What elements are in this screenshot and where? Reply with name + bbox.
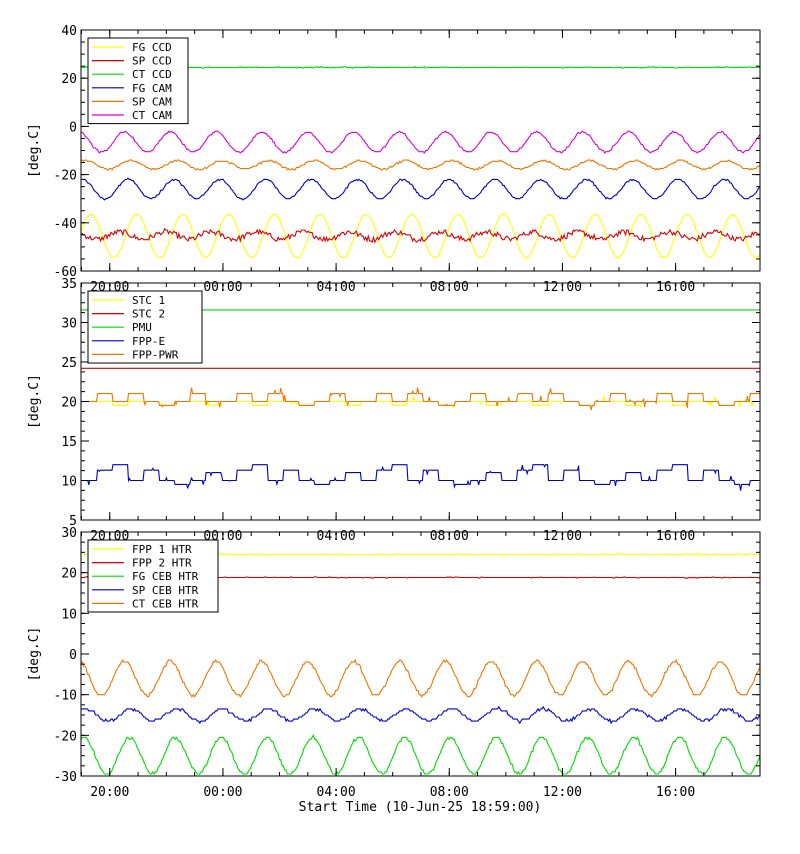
series-line-sp-cam bbox=[81, 159, 760, 171]
x-tick-label: 00:00 bbox=[203, 785, 242, 800]
y-tick-label: 5 bbox=[69, 514, 77, 529]
y-tick-label: 30 bbox=[61, 526, 77, 541]
series-line-sp-ccd bbox=[81, 227, 760, 244]
panel-series-group bbox=[81, 65, 760, 260]
legend-label: SP CAM bbox=[132, 95, 172, 108]
y-tick-label: -20 bbox=[54, 729, 77, 744]
panel-3: 30 20 10 0 -10 -20 -30 [deg.C] 20:00 00:00 04:00 08… bbox=[27, 526, 761, 800]
y-tick-label: 10 bbox=[61, 475, 77, 490]
y-tick-label: 0 bbox=[69, 120, 77, 135]
series-line-fg-cam bbox=[81, 177, 760, 201]
y-axis-label: [deg.C] bbox=[27, 123, 42, 178]
legend-label: FG CAM bbox=[132, 82, 172, 95]
y-tick-label: 25 bbox=[61, 356, 77, 371]
y-tick-label: 30 bbox=[61, 317, 77, 332]
y-tick-label: 0 bbox=[69, 648, 77, 663]
x-tick-label: 08:00 bbox=[430, 785, 469, 800]
series-line-ct-ccd bbox=[81, 65, 760, 70]
y-tick-label: 20 bbox=[61, 72, 77, 87]
legend-label: CT CEB HTR bbox=[132, 597, 199, 610]
legend-label: CT CCD bbox=[132, 68, 172, 81]
y-tick-label: 35 bbox=[61, 277, 77, 292]
x-tick-label: 16:00 bbox=[656, 785, 695, 800]
legend-label: PMU bbox=[132, 321, 152, 334]
legend-label: FG CCD bbox=[132, 41, 172, 54]
y-tick-label: 40 bbox=[61, 24, 77, 39]
x-tick-label: 12:00 bbox=[543, 785, 582, 800]
legend-label: FPP 2 HTR bbox=[132, 557, 192, 570]
x-tick-label: 04:00 bbox=[317, 785, 356, 800]
panel-series-group bbox=[81, 309, 760, 491]
y-tick-label: -10 bbox=[54, 689, 77, 704]
legend-label: FPP 1 HTR bbox=[132, 543, 192, 556]
series-line-ct-cam bbox=[81, 130, 760, 154]
series-line-fpp-pwr bbox=[81, 387, 760, 411]
legend-label: FPP-PWR bbox=[132, 348, 179, 361]
y-tick-label: -30 bbox=[54, 770, 77, 785]
y-axis-label: [deg.C] bbox=[27, 627, 42, 682]
x-axis-title: Start Time (10-Jun-25 18:59:00) bbox=[299, 800, 542, 815]
legend-label: CT CAM bbox=[132, 109, 172, 122]
y-axis-label: [deg.C] bbox=[27, 374, 42, 429]
legend-label: STC 1 bbox=[132, 294, 165, 307]
series-line-fg-ccd bbox=[81, 212, 760, 260]
y-tick-label: -60 bbox=[54, 265, 77, 280]
series-line-fpp-e bbox=[81, 463, 760, 491]
series-line-fg-ceb-htr bbox=[81, 733, 760, 776]
x-tick-label: 20:00 bbox=[90, 785, 129, 800]
y-tick-label: 20 bbox=[61, 396, 77, 411]
y-tick-label: 10 bbox=[61, 607, 77, 622]
y-tick-label: -40 bbox=[54, 217, 77, 232]
y-tick-label: -20 bbox=[54, 169, 77, 184]
legend-label: SP CCD bbox=[132, 55, 172, 68]
legend-label: SP CEB HTR bbox=[132, 584, 199, 597]
legend-label: FPP-E bbox=[132, 335, 165, 348]
legend-box bbox=[87, 37, 189, 125]
series-line-ct-ceb-htr bbox=[81, 658, 760, 698]
legend-label: STC 2 bbox=[132, 308, 165, 321]
y-tick-label: 20 bbox=[61, 567, 77, 582]
y-tick-label: 15 bbox=[61, 435, 77, 450]
series-line-sp-ceb-htr bbox=[81, 705, 760, 725]
legend-label: FG CEB HTR bbox=[132, 570, 199, 583]
